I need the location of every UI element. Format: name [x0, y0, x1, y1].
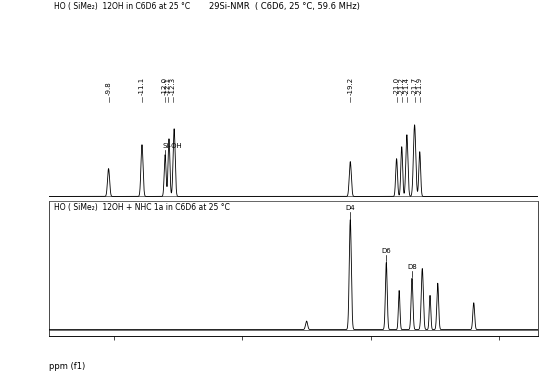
- Text: -21.2: -21.2: [399, 77, 405, 95]
- Text: -21.0: -21.0: [394, 77, 400, 95]
- Text: ppm (f1): ppm (f1): [49, 362, 86, 371]
- Text: -21.4: -21.4: [404, 77, 410, 95]
- Text: D6: D6: [382, 248, 391, 254]
- Text: -9.8: -9.8: [105, 81, 111, 95]
- Text: -12.1: -12.1: [165, 77, 171, 95]
- Text: -24.0: -24.0: [470, 182, 477, 200]
- Text: -21.9: -21.9: [417, 77, 423, 95]
- Text: D4: D4: [345, 205, 355, 211]
- Text: -20.6: -20.6: [383, 182, 389, 200]
- Text: -21.6: -21.6: [409, 182, 415, 200]
- Text: 29Si-NMR  ( C6D6, 25 °C, 59.6 MHz): 29Si-NMR ( C6D6, 25 °C, 59.6 MHz): [209, 2, 360, 11]
- Text: -12.3: -12.3: [170, 77, 176, 95]
- Text: Si-OH: Si-OH: [163, 143, 183, 149]
- Text: HO ( SiMe₂)  12OH + NHC 1a in C6D6 at 25 °C: HO ( SiMe₂) 12OH + NHC 1a in C6D6 at 25 …: [54, 203, 230, 212]
- Text: HO ( SiMe₂)  12OH in C6D6 at 25 °C: HO ( SiMe₂) 12OH in C6D6 at 25 °C: [54, 2, 191, 11]
- Text: -19.2: -19.2: [348, 77, 354, 95]
- Text: -19.2: -19.2: [348, 182, 354, 200]
- Text: D8: D8: [407, 264, 417, 270]
- Text: -22.6: -22.6: [435, 182, 441, 200]
- Text: -11.1: -11.1: [139, 77, 145, 95]
- Text: -21.7: -21.7: [412, 77, 418, 95]
- Text: -12.0: -12.0: [162, 77, 168, 95]
- Text: -22.0: -22.0: [419, 182, 425, 200]
